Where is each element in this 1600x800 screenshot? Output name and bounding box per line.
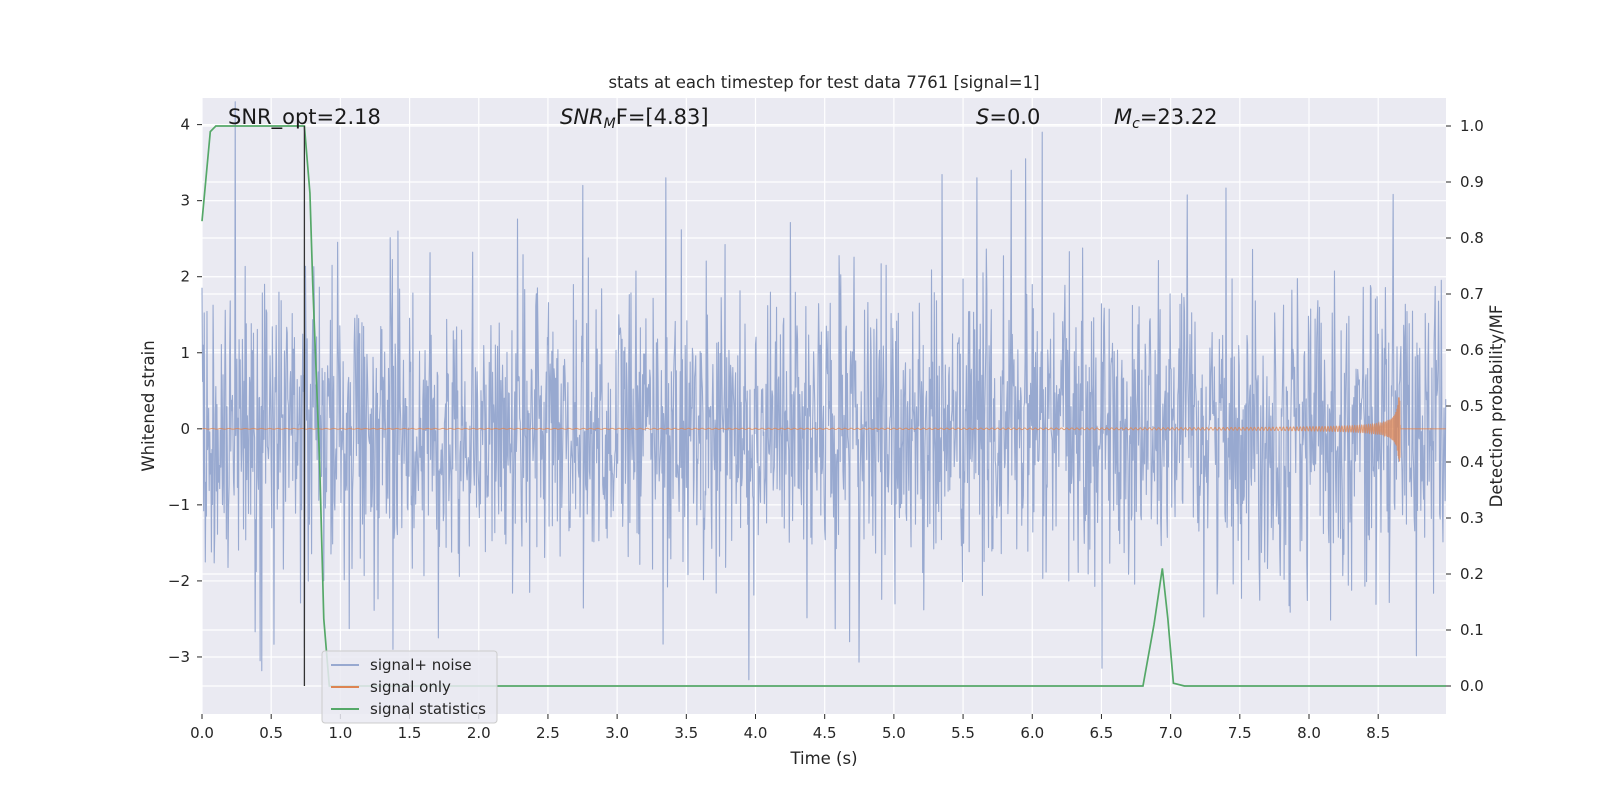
legend-label-signal-plus-noise: signal+ noise <box>370 656 472 674</box>
legend-label-signal-statistics: signal statistics <box>370 700 486 718</box>
x-tick-label-12: 6.0 <box>1020 724 1044 742</box>
y-tick-label-3: 0 <box>180 420 190 438</box>
annotation-s: S=0.0 <box>976 105 1040 129</box>
y2-tick-label-3: 0.3 <box>1460 509 1484 527</box>
series-signal-plus-noise <box>201 101 1447 681</box>
legend: signal+ noise signal only signal statist… <box>321 650 498 724</box>
y2-tick-label-4: 0.4 <box>1460 453 1484 471</box>
x-tick-label-13: 6.5 <box>1090 724 1114 742</box>
y2-tick-label-2: 0.2 <box>1460 565 1484 583</box>
y-tick-label-1: −2 <box>168 572 190 590</box>
y2-tick-label-1: 0.1 <box>1460 621 1484 639</box>
legend-label-signal-only: signal only <box>370 678 451 696</box>
y-tick-label-4: 1 <box>180 344 190 362</box>
x-tick-label-7: 3.5 <box>674 724 698 742</box>
annotation-snr-mf: SNRMF=[4.83] <box>560 105 709 132</box>
y2-tick-label-9: 0.9 <box>1460 173 1484 191</box>
annotation-snr-mf-sub: M <box>604 116 616 132</box>
x-tick-label-0: 0.0 <box>190 724 214 742</box>
annotation-s-rest: =0.0 <box>989 105 1040 129</box>
x-tick-label-5: 2.5 <box>536 724 560 742</box>
chart-title: stats at each timestep for test data 776… <box>608 73 1039 92</box>
y2-tick-label-10: 1.0 <box>1460 117 1484 135</box>
x-tick-label-8: 4.0 <box>744 724 768 742</box>
y2-tick-label-7: 0.7 <box>1460 285 1484 303</box>
x-tick-label-1: 0.5 <box>259 724 283 742</box>
y2-tick-label-6: 0.6 <box>1460 341 1484 359</box>
x-tick-label-15: 7.5 <box>1228 724 1252 742</box>
series-signal-only <box>201 397 1446 462</box>
y-axis-label: Whitened strain <box>139 340 158 471</box>
annotation-mc-base: M <box>1114 105 1132 129</box>
annotation-mc-rest: =23.22 <box>1140 105 1218 129</box>
y2-axis-ticks: 0.0 0.1 0.2 0.3 0.4 0.5 0.6 0.7 0.8 0.9 1.0 <box>1446 117 1484 695</box>
y-tick-label-6: 3 <box>180 192 190 210</box>
x-tick-label-4: 2.0 <box>467 724 491 742</box>
annotation-snr-opt: SNR_opt=2.18 <box>228 105 381 130</box>
annotation-s-var: S <box>976 105 989 129</box>
x-tick-label-3: 1.5 <box>398 724 422 742</box>
x-tick-label-17: 8.5 <box>1366 724 1390 742</box>
x-tick-label-16: 8.0 <box>1297 724 1321 742</box>
y-tick-label-0: −3 <box>168 648 190 666</box>
x-axis-label: Time (s) <box>789 749 857 768</box>
y-tick-label-2: −1 <box>168 496 190 514</box>
y2-tick-label-5: 0.5 <box>1460 397 1484 415</box>
y-tick-label-5: 2 <box>180 268 190 286</box>
annotation-snr-mf-base: SNR <box>560 105 604 129</box>
x-tick-label-11: 5.5 <box>951 724 975 742</box>
x-tick-label-9: 4.5 <box>813 724 837 742</box>
y2-tick-label-0: 0.0 <box>1460 677 1484 695</box>
annotation-mc-sub: c <box>1132 116 1140 132</box>
y2-tick-label-8: 0.8 <box>1460 229 1484 247</box>
x-tick-label-10: 5.0 <box>882 724 906 742</box>
x-tick-label-2: 1.0 <box>328 724 352 742</box>
annotation-snr-mf-rest: F=[4.83] <box>616 105 709 129</box>
y2-axis-label: Detection probability/MF <box>1487 305 1506 508</box>
legend-box <box>321 650 498 724</box>
x-tick-label-14: 7.0 <box>1159 724 1183 742</box>
y-tick-label-7: 4 <box>180 116 190 134</box>
signal-plus-noise-line <box>201 101 1447 681</box>
annotation-mc: Mc=23.22 <box>1114 105 1218 132</box>
signal-only-line <box>201 397 1446 462</box>
x-tick-label-6: 3.0 <box>605 724 629 742</box>
x-axis-ticks: 0.0 0.5 1.0 1.5 2.0 2.5 3.0 3.5 4.0 4.5 5.0 5.5 6.0 6… <box>190 714 1390 742</box>
y-axis-ticks: −3 −2 −1 0 1 2 3 4 <box>168 116 202 666</box>
